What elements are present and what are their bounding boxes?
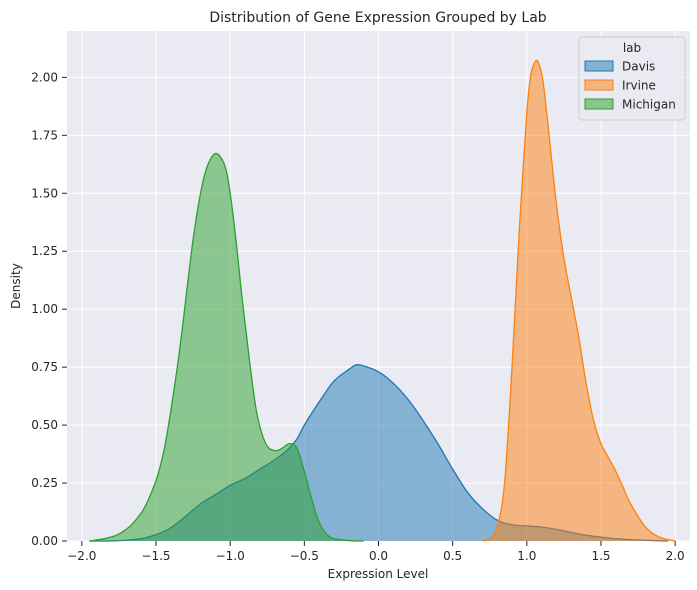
x-tick-label: −0.5 (290, 549, 319, 563)
x-tick-label: −2.0 (67, 549, 96, 563)
y-tick-label: 1.00 (31, 302, 58, 316)
chart-title: Distribution of Gene Expression Grouped … (209, 10, 546, 26)
y-tick-label: 0.00 (31, 534, 58, 548)
y-tick-label: 1.75 (31, 128, 58, 142)
density-line-michigan (89, 152, 364, 542)
y-tick-label: 2.00 (31, 70, 58, 84)
y-axis-label: Density (9, 263, 23, 309)
x-axis-label: Expression Level (328, 567, 429, 581)
y-axis-ticks: 0.00 0.25 0.50 0.75 1.00 1.25 1.50 1.75 2.00 (31, 70, 67, 548)
x-tick-label: 2.0 (666, 549, 685, 563)
y-tick-label: 0.75 (31, 360, 58, 374)
y-tick-label: 1.25 (31, 244, 58, 258)
y-tick-label: 1.50 (31, 186, 58, 200)
y-tick-label: 0.50 (31, 418, 58, 432)
legend-label-michigan: Michigan (622, 98, 676, 112)
density-areas (89, 59, 676, 542)
density-area-irvine (482, 60, 676, 542)
y-tick-label: 0.25 (31, 476, 58, 490)
x-tick-label: 0.5 (443, 549, 462, 563)
x-axis-ticks: −2.0 −1.5 −1.0 −0.5 0.0 0.5 1.0 1.5 2.0 (67, 541, 685, 563)
x-tick-label: 1.5 (591, 549, 610, 563)
density-line-irvine (482, 59, 676, 542)
legend-label-davis: Davis (622, 60, 655, 74)
legend-swatch-michigan (584, 98, 614, 110)
x-tick-label: 1.0 (517, 549, 536, 563)
legend-label-irvine: Irvine (622, 79, 656, 93)
legend-title: lab (623, 41, 641, 55)
density-area-michigan (89, 153, 364, 541)
legend-swatch-irvine (584, 79, 614, 91)
x-tick-label: −1.5 (141, 549, 170, 563)
legend-items: Davis Irvine Michigan (584, 60, 676, 112)
legend: lab Davis Irvine Michigan (578, 36, 686, 121)
x-tick-label: −1.0 (216, 549, 245, 563)
legend-swatch-davis (584, 60, 614, 72)
x-tick-label: 0.0 (369, 549, 388, 563)
